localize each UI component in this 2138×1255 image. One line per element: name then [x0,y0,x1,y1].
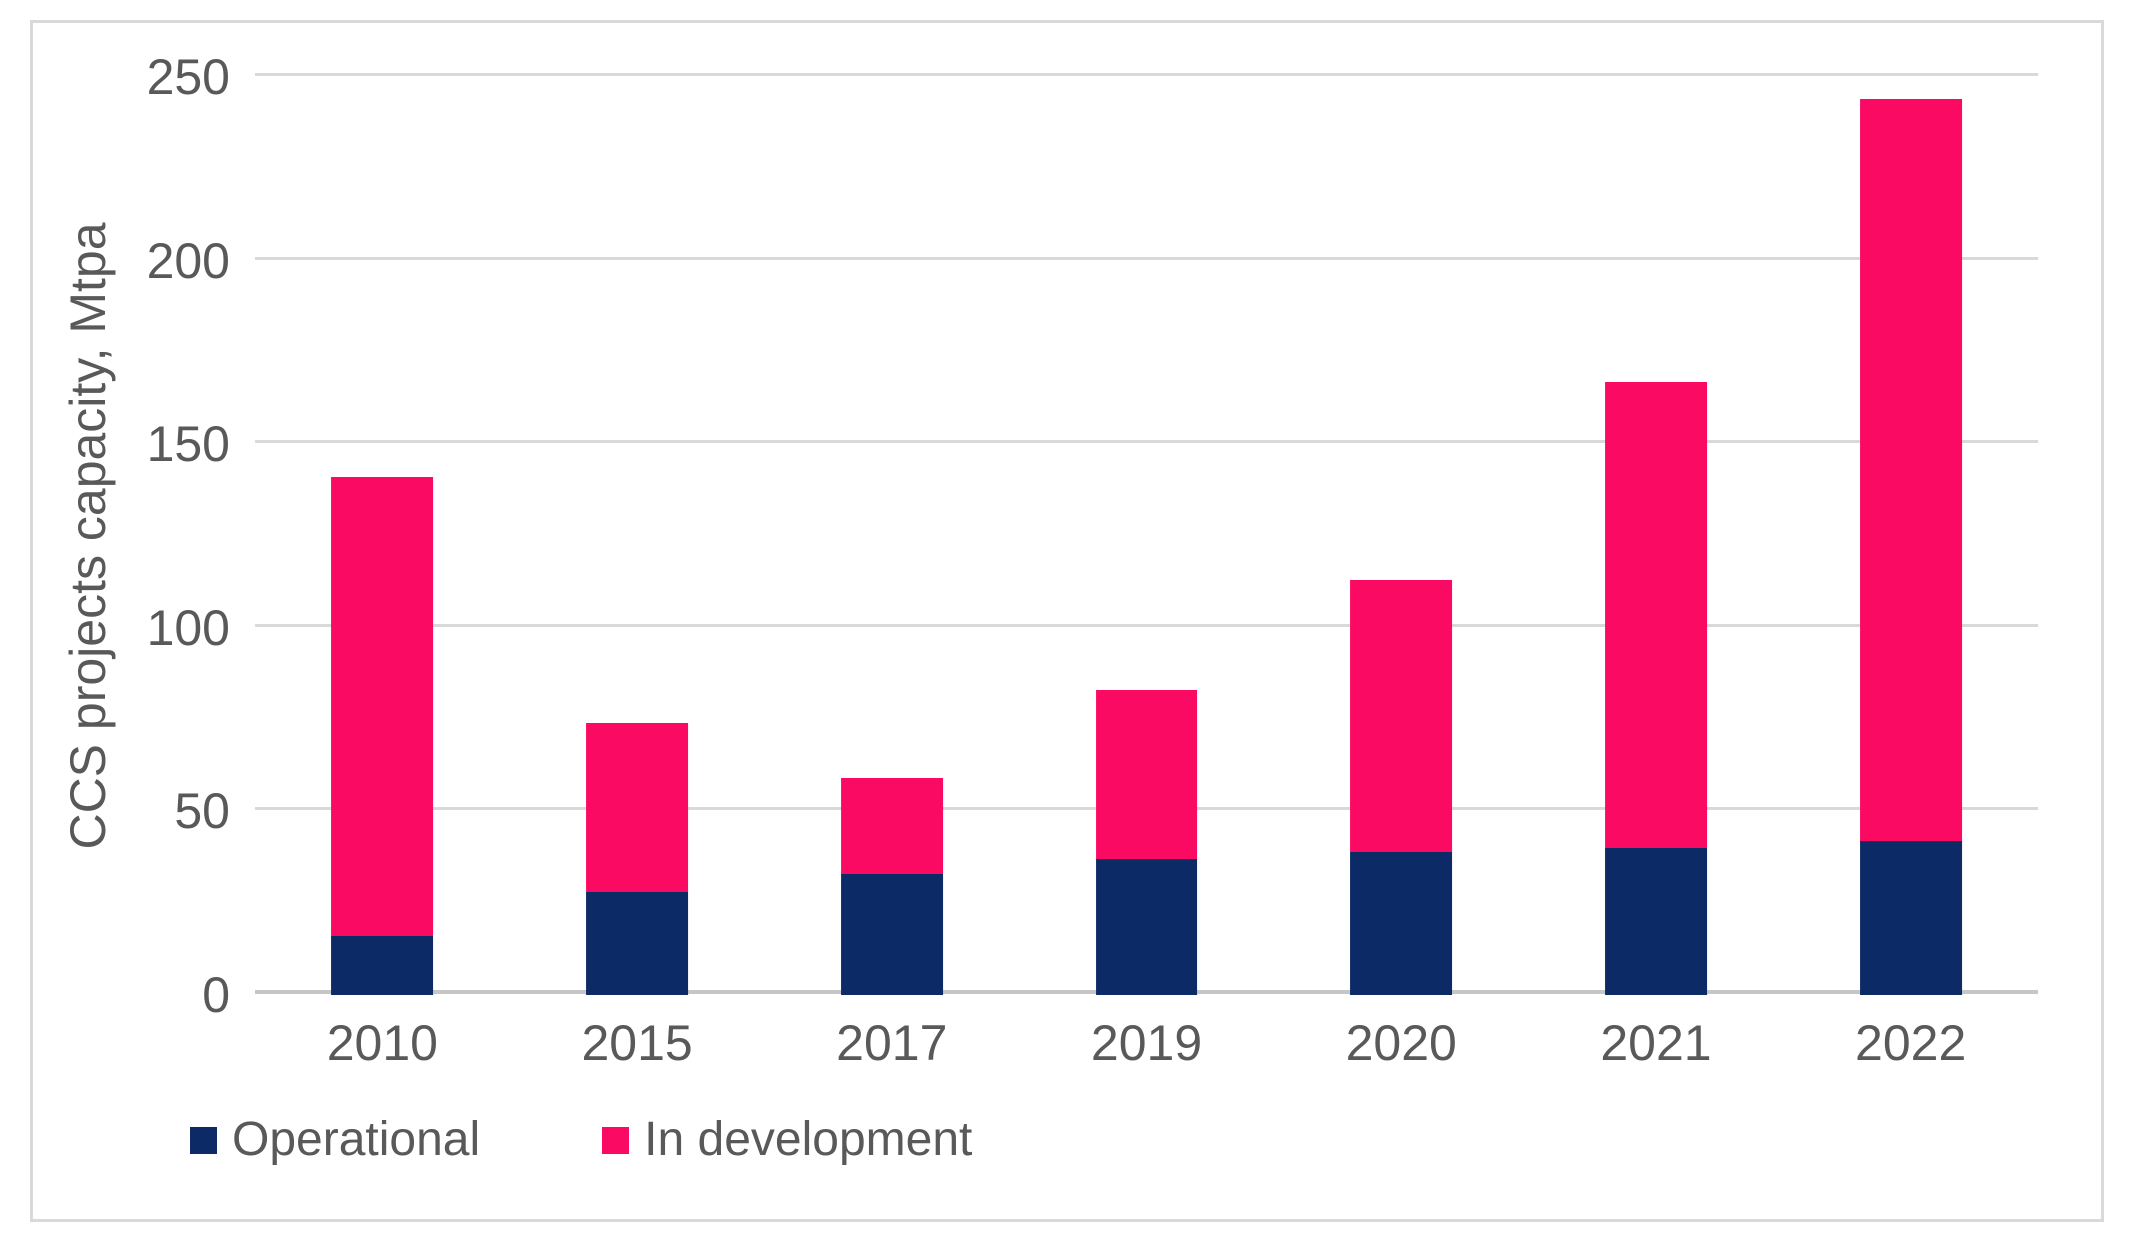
bar-segment-operational-2010 [331,936,434,995]
legend-swatch-icon [602,1126,630,1154]
bar-column-2019 [1019,77,1274,995]
y-tick-label: 50 [174,783,230,840]
legend-label: In development [644,1113,973,1166]
bar-stack-2019 [1095,77,1198,995]
x-axis-tick-labels: 2010 2015 2017 2019 2020 2021 2022 [255,1018,2038,1068]
y-tick-label: 250 [146,49,230,105]
x-tick-label-2017: 2017 [836,1015,948,1071]
bar-stack-2020 [1350,77,1453,995]
bar-stack-2010 [331,77,434,995]
bar-column-2020 [1274,77,1529,995]
bar-segment-in-development-2015 [586,723,689,893]
plot-area [255,73,2038,995]
bar-segment-in-development-2022 [1859,99,1962,841]
legend-item-in-development: In development [602,1116,972,1164]
bar-segment-in-development-2021 [1605,381,1707,849]
bar-segment-operational-2020 [1350,851,1453,995]
legend-swatch-icon [190,1126,217,1154]
gridline [255,256,2038,260]
bar-segment-operational-2022 [1859,840,1962,995]
bar-segment-in-development-2017 [840,778,943,874]
bar-column-2015 [510,77,765,995]
bar-segment-in-development-2020 [1350,580,1453,852]
bar-segment-in-development-2019 [1095,690,1198,860]
bar-column-2010 [255,77,510,995]
bar-segment-operational-2015 [586,892,689,995]
x-tick-label-2022: 2022 [1855,1015,1967,1071]
bar-column-2021 [1529,77,1784,995]
bar-segment-operational-2019 [1095,859,1198,995]
y-tick-label: 0 [202,967,230,1023]
gridline [255,73,2038,76]
bar-stack-2017 [840,77,943,995]
x-tick-label-2021: 2021 [1600,1015,1712,1071]
gridline [255,623,2038,627]
y-tick-label: 200 [146,232,230,289]
bar-segment-operational-2017 [840,873,943,995]
bar-stack-2022 [1859,77,1962,995]
legend: Operational In development [190,1116,972,1164]
x-tick-label-2019: 2019 [1090,1015,1203,1071]
y-tick-label: 150 [146,416,230,473]
bar-segment-in-development-2010 [331,477,434,937]
bar-stack-2015 [586,77,689,995]
y-axis-tick-labels: 0 50 100 150 200 250 [0,52,230,1020]
y-tick-label: 100 [146,599,230,656]
bar-column-2017 [764,77,1019,995]
x-tick-label-2010: 2010 [326,1015,438,1071]
legend-item-operational: Operational [190,1116,480,1164]
bar-column-2022 [1783,77,2038,995]
bar-series-container [255,77,2038,995]
x-tick-label-2015: 2015 [581,1015,693,1071]
bar-stack-2021 [1605,77,1707,995]
bar-segment-operational-2021 [1605,848,1707,995]
x-tick-label-2020: 2020 [1345,1015,1457,1071]
gridline [255,440,2038,444]
legend-label: Operational [232,1113,481,1166]
